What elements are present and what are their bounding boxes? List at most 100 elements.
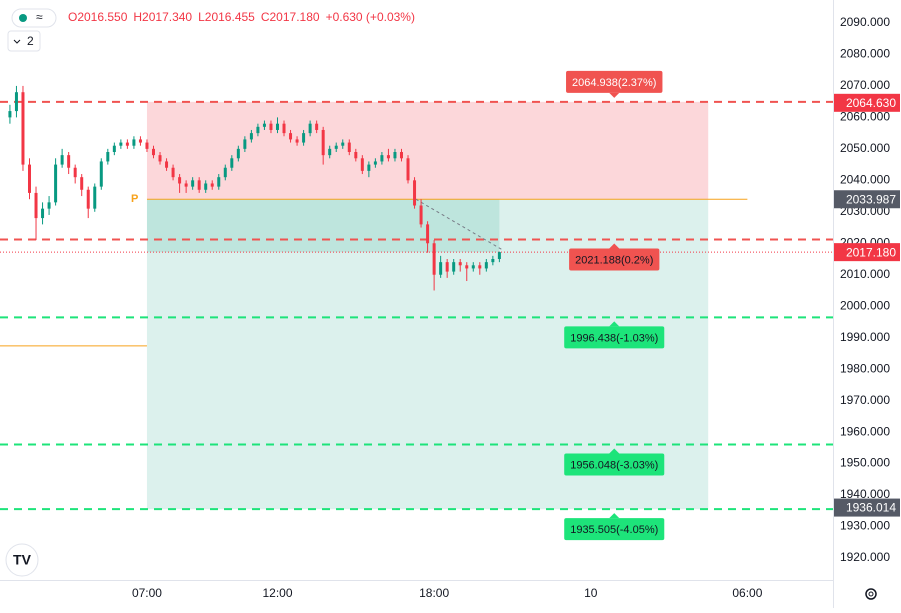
candle-body <box>491 259 495 263</box>
candle-body <box>178 177 182 184</box>
level-label-box <box>564 453 665 476</box>
y-tick-label: 1950.000 <box>840 456 890 470</box>
candle-body <box>80 177 84 190</box>
candle-body <box>315 123 319 130</box>
x-tick-label: 10 <box>584 586 598 600</box>
axis-tag <box>834 190 900 209</box>
candle-body <box>54 164 58 203</box>
candle-body <box>399 152 403 159</box>
candle-body <box>223 167 227 178</box>
tv-logo: TV <box>5 543 39 577</box>
status-dot <box>19 14 27 22</box>
axis-tag <box>834 93 900 112</box>
candle-body <box>119 142 123 146</box>
y-tick-label: 2050.000 <box>840 141 890 155</box>
candle-body <box>406 158 410 181</box>
open-pnl-zone <box>146 199 500 253</box>
candle-body <box>41 208 45 219</box>
axis-tag-label: 2064.630 <box>846 96 896 110</box>
y-tick-label: 1930.000 <box>840 519 890 533</box>
candle-body <box>256 126 260 134</box>
level-label-text: 1935.505(-4.05%) <box>570 524 658 536</box>
status-pill[interactable] <box>11 8 57 28</box>
candle-body <box>471 265 475 269</box>
candle-body <box>478 265 482 269</box>
candle-body <box>249 133 253 140</box>
indicator-toggle[interactable] <box>7 30 41 52</box>
candle-body <box>426 224 430 244</box>
level-label-pointer <box>609 513 620 519</box>
candle-body <box>60 155 64 165</box>
x-tick-label: 12:00 <box>262 586 292 600</box>
axis-tag-label: 2033.987 <box>846 192 896 206</box>
candle-body <box>269 123 273 130</box>
candle-body <box>236 148 240 159</box>
level-label: 1935.505(-4.05%) <box>564 513 665 541</box>
level-label: 2064.938(2.37%) <box>566 70 663 98</box>
ohlc-value: H2017.340 <box>133 10 192 24</box>
candle-body <box>354 152 358 159</box>
trend-line <box>415 198 503 250</box>
ohlc-value: +0.630 (+0.03%) <box>326 10 415 24</box>
ohlc-value: O2016.550 <box>68 10 128 24</box>
level-label-box <box>566 70 663 93</box>
candle-body <box>8 111 12 118</box>
level-label-box <box>564 518 665 541</box>
candle-body <box>380 155 384 162</box>
candle-body <box>191 180 195 187</box>
y-tick-label: 1960.000 <box>840 424 890 438</box>
ohlc-value: C2017.180 <box>261 10 320 24</box>
level-label-pointer <box>609 243 620 249</box>
candle-body <box>171 167 175 178</box>
candle-body <box>73 167 77 178</box>
candle-body <box>132 139 136 146</box>
candle-body <box>275 123 279 130</box>
candle-body <box>373 161 377 165</box>
axis-tag-label: 2017.180 <box>846 245 896 259</box>
candle-body <box>210 183 214 187</box>
entry-marker: P <box>131 193 138 205</box>
candle-body <box>328 148 332 156</box>
y-tick-label: 2040.000 <box>840 172 890 186</box>
stop-zone <box>146 101 709 200</box>
candle-body <box>458 262 462 266</box>
candle-body <box>67 155 71 168</box>
candle-body <box>262 123 266 127</box>
x-tick-label: 07:00 <box>132 586 162 600</box>
y-tick-label: 1970.000 <box>840 393 890 407</box>
level-label-box <box>569 248 660 271</box>
candle-body <box>445 262 449 272</box>
y-tick-label: 1990.000 <box>840 330 890 344</box>
candle-body <box>393 152 397 159</box>
candle-body <box>465 265 469 269</box>
ohlc-header: O2016.550 H2017.340 L2016.455 C2017.180 +0.6… <box>68 10 415 24</box>
candle-body <box>413 180 417 206</box>
candle-body <box>484 262 488 269</box>
level-label-text: 2021.188(0.2%) <box>575 254 653 266</box>
candle-body <box>497 252 501 260</box>
candle-body <box>112 145 116 153</box>
axis-tag <box>834 243 900 262</box>
candle-body <box>308 123 312 134</box>
candle-body <box>452 262 456 272</box>
y-tick-label: 2080.000 <box>840 47 890 61</box>
candle-body <box>21 92 25 165</box>
level-label: 1956.048(-3.03%) <box>564 448 665 476</box>
candle-body <box>14 92 18 112</box>
settings-icon[interactable] <box>865 588 877 600</box>
candle-body <box>282 123 286 134</box>
candle-body <box>334 145 338 149</box>
chevron <box>13 39 21 44</box>
level-label: 1996.438(-1.03%) <box>564 321 665 349</box>
y-tick-label: 1980.000 <box>840 361 890 375</box>
candle-body <box>386 155 390 159</box>
indicator-count: 2 <box>27 34 34 48</box>
wave-icon: ≈ <box>36 10 43 24</box>
candle-body <box>347 142 351 153</box>
level-label-text: 1996.438(-1.03%) <box>570 332 658 344</box>
candle-body <box>341 142 345 146</box>
candle-body <box>419 205 423 225</box>
candle-body <box>106 152 110 162</box>
candle-body <box>145 142 149 149</box>
